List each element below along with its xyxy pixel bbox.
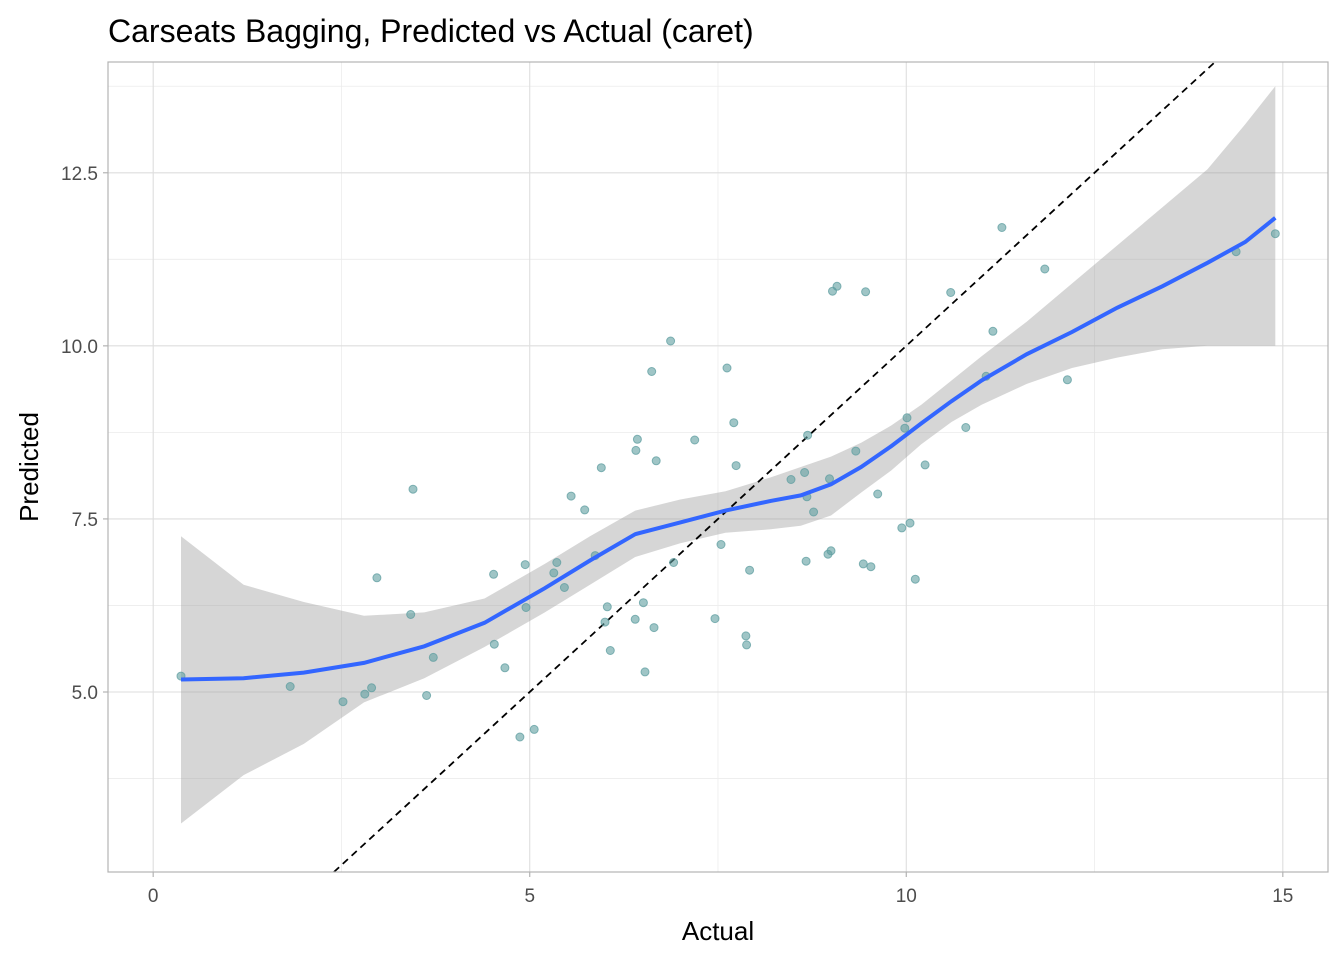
data-point <box>630 614 640 624</box>
data-point <box>520 560 530 570</box>
identity-line <box>333 61 1216 873</box>
data-point <box>500 663 510 673</box>
identity-reference-line <box>333 61 1216 873</box>
data-point <box>729 418 739 428</box>
data-point <box>716 540 726 549</box>
data-point <box>360 689 370 699</box>
confidence-ribbon <box>181 86 1276 824</box>
x-tick-label: 5 <box>524 886 535 907</box>
data-point <box>666 336 676 346</box>
data-point <box>1040 264 1050 274</box>
data-point <box>596 463 606 473</box>
data-point <box>406 610 416 619</box>
data-point <box>489 639 499 649</box>
data-point <box>851 446 861 456</box>
data-point <box>786 475 796 484</box>
confidence-band <box>181 86 1276 824</box>
data-point <box>1270 229 1280 239</box>
data-point <box>552 558 562 567</box>
data-point <box>861 287 871 297</box>
data-point <box>997 223 1007 232</box>
data-point <box>961 423 971 432</box>
data-point <box>651 456 661 466</box>
data-point <box>800 468 810 477</box>
data-point <box>605 646 615 655</box>
data-point <box>422 691 432 700</box>
x-tick-label: 0 <box>148 886 159 907</box>
data-point <box>826 546 836 556</box>
data-point <box>338 697 348 707</box>
plot-panel-border <box>107 61 1329 873</box>
data-point <box>897 523 907 533</box>
y-tick-label: 12.5 <box>61 164 98 185</box>
data-point <box>489 569 499 579</box>
data-point <box>731 461 741 471</box>
data-point <box>600 617 610 627</box>
data-point <box>900 423 910 433</box>
data-point <box>638 598 648 608</box>
smooth-fit-line <box>180 216 1277 682</box>
data-point <box>549 568 559 578</box>
data-point <box>640 667 650 677</box>
data-point <box>866 562 876 572</box>
x-tick-label: 10 <box>896 886 917 907</box>
data-point <box>1062 375 1072 385</box>
y-tick-label: 10.0 <box>61 337 98 358</box>
data-point <box>690 435 700 445</box>
x-tick-label: 15 <box>1272 886 1293 907</box>
data-point <box>559 583 569 592</box>
data-point <box>521 603 531 612</box>
data-point <box>873 489 883 499</box>
data-point <box>910 574 920 584</box>
y-axis-ticks: 5.0 7.5 10.0 12.5 <box>61 164 108 704</box>
data-point <box>631 445 641 455</box>
data-point <box>988 326 998 336</box>
data-point <box>710 614 720 624</box>
data-point <box>602 602 612 612</box>
data-point <box>408 484 418 494</box>
data-point <box>647 367 657 376</box>
data-point <box>722 363 732 373</box>
data-point <box>285 682 295 691</box>
data-point <box>858 559 868 569</box>
data-point <box>515 732 525 742</box>
data-point <box>529 724 539 734</box>
data-point <box>801 556 811 566</box>
data-point <box>649 623 659 633</box>
data-point <box>428 652 438 662</box>
data-point <box>809 507 819 517</box>
x-axis-ticks: 0 5 10 15 <box>148 872 1293 907</box>
data-point <box>832 281 842 291</box>
y-tick-label: 5.0 <box>72 683 98 704</box>
data-point <box>367 683 377 693</box>
data-point <box>920 460 930 470</box>
data-point <box>905 518 915 528</box>
data-point <box>803 430 813 440</box>
chart-title: Carseats Bagging, Predicted vs Actual (c… <box>108 13 754 49</box>
y-axis-label: Predicted <box>14 412 44 522</box>
data-point <box>632 434 642 444</box>
data-point <box>946 288 956 297</box>
data-point <box>742 640 752 650</box>
data-point <box>741 631 751 641</box>
smooth-trend <box>180 216 1277 682</box>
data-point <box>566 491 576 501</box>
data-point <box>372 573 382 583</box>
x-axis-label: Actual <box>682 916 754 946</box>
data-point <box>902 413 912 423</box>
data-point <box>745 565 755 575</box>
data-point <box>580 505 590 515</box>
minor-gridlines <box>108 62 1328 872</box>
data-point <box>669 558 679 567</box>
y-tick-label: 7.5 <box>72 510 98 531</box>
